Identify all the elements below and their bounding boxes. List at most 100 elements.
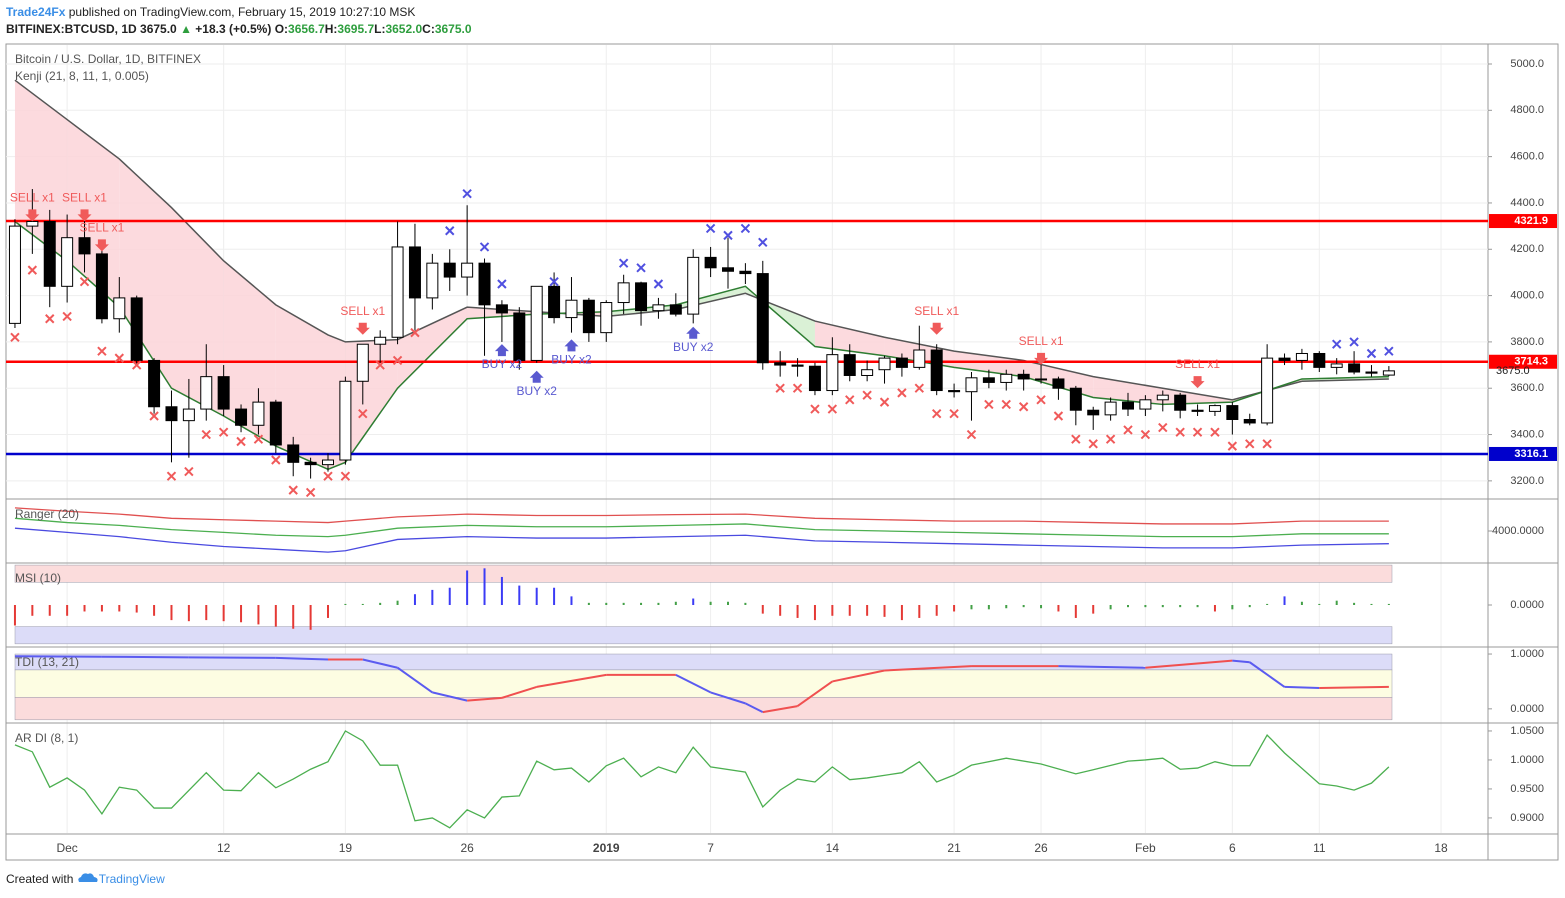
level-label-box [1489,446,1557,461]
candle-body [408,246,421,299]
y-tick-label: 1.0000 [1510,648,1544,660]
signal-cross [949,408,959,419]
candle-body [530,285,543,361]
signal-cross [1071,434,1081,444]
candle-body [1052,378,1065,389]
candle-body [1104,401,1117,416]
y-tick-label: 3200.0 [1510,475,1544,487]
y-tick-label: 4600.0 [1510,151,1544,163]
ohlc-value: 3675.0 [434,22,472,36]
indicator-title: Kenji (21, 8, 11, 1, 0.005) [15,69,149,83]
signal-cross [827,404,838,414]
line-segment [467,696,502,702]
kenji-cloud [171,207,224,417]
signal-label: BUY x2 [516,384,557,398]
signal-label: SELL x1 [914,304,959,318]
signal-cross [810,404,820,414]
y-tick-label: 1.0000 [1510,754,1544,766]
signal-cross [1158,422,1168,433]
candle-body [652,304,665,312]
candle-body [1191,409,1204,412]
candle-body [565,299,578,319]
candle-body [582,299,595,334]
signal-cross [131,360,142,370]
candle-body [1330,363,1343,368]
candle-body [1295,352,1308,361]
signal-cross [1036,395,1046,405]
line-segment [432,691,468,702]
x-tick-label: 14 [826,841,840,855]
candle-body [182,408,195,422]
x-tick-label: 6 [1229,841,1236,855]
signal-cross [1349,337,1359,347]
candle-body [287,444,300,463]
candle-body [1365,371,1378,374]
signal-label: SELL x1 [62,190,107,204]
candle-body [252,401,265,426]
brand[interactable]: TradingView [98,872,165,886]
x-tick-label: 2019 [593,841,620,855]
candle-body [1382,370,1395,376]
signal-cross [97,346,107,356]
signal-cross [1105,434,1116,444]
line-segment [884,665,972,672]
candle-body [669,304,682,315]
candle-body [1087,409,1100,416]
signal-cross [166,471,177,481]
x-tick-label: 12 [217,841,231,855]
candle-body [808,365,821,392]
pane-title: Bitcoin / U.S. Dollar, 1D, BITFINEX [15,52,201,66]
signal-label: SELL x1 [10,190,55,204]
line-segment [1145,659,1233,669]
signal-arrow [529,370,544,383]
symbol-line: BITFINEX:BTCUSD, 1D 3675.0 ▲ +18.3 (+0.5… [6,21,472,38]
candle-body [95,253,108,320]
ohlc-value: 3652.0 [385,22,423,36]
line-segment [14,655,102,658]
footer: Created with TradingView [6,872,165,886]
pane-title: TDI (13, 21) [15,655,79,669]
signal-cross [323,471,333,481]
candle-body [1122,401,1134,410]
candle-body [78,237,91,255]
band [14,626,1393,645]
signal-cross [10,332,20,342]
signal-cross [879,397,890,407]
author[interactable]: Trade24Fx [6,5,66,19]
candle-body [791,364,804,367]
indicator-line [14,517,1389,538]
created-with: Created with [6,872,74,886]
line-segment [1319,685,1389,690]
signal-arrow [1190,376,1205,389]
indicator-line [14,507,1389,525]
signal-cross [792,383,803,393]
signal-label: BUY x2 [551,353,592,367]
line-segment [710,691,746,705]
signal-arrow [355,322,370,335]
signal-cross [618,258,629,268]
up-arrow: ▲ [180,22,192,36]
candle-body [1139,399,1152,410]
signal-label: SELL x1 [340,304,385,318]
band [14,653,1393,671]
line-segment [362,658,398,669]
candle-body [965,377,978,393]
candle-body [391,246,404,338]
change: +18.3 (+0.5%) [195,22,272,36]
signal-cross [462,188,472,199]
ohlc-label: C: [422,22,435,36]
candle-body [513,312,526,361]
signal-cross [897,388,907,398]
publish-line: Trade24Fx published on TradingView.com, … [6,4,472,21]
candle-body [269,401,282,446]
signal-cross [966,429,977,440]
signal-cross [1192,427,1203,437]
signal-cross [1088,439,1098,449]
last-price-label: 3675.0 [1496,365,1530,377]
line-segment [188,656,276,659]
candle-body [339,380,352,461]
pane-title: AR DI (8, 1) [15,731,78,745]
y-tick-label: 5000.0 [1510,58,1544,70]
indicator-line [14,527,1389,553]
line-segment [1232,659,1250,664]
